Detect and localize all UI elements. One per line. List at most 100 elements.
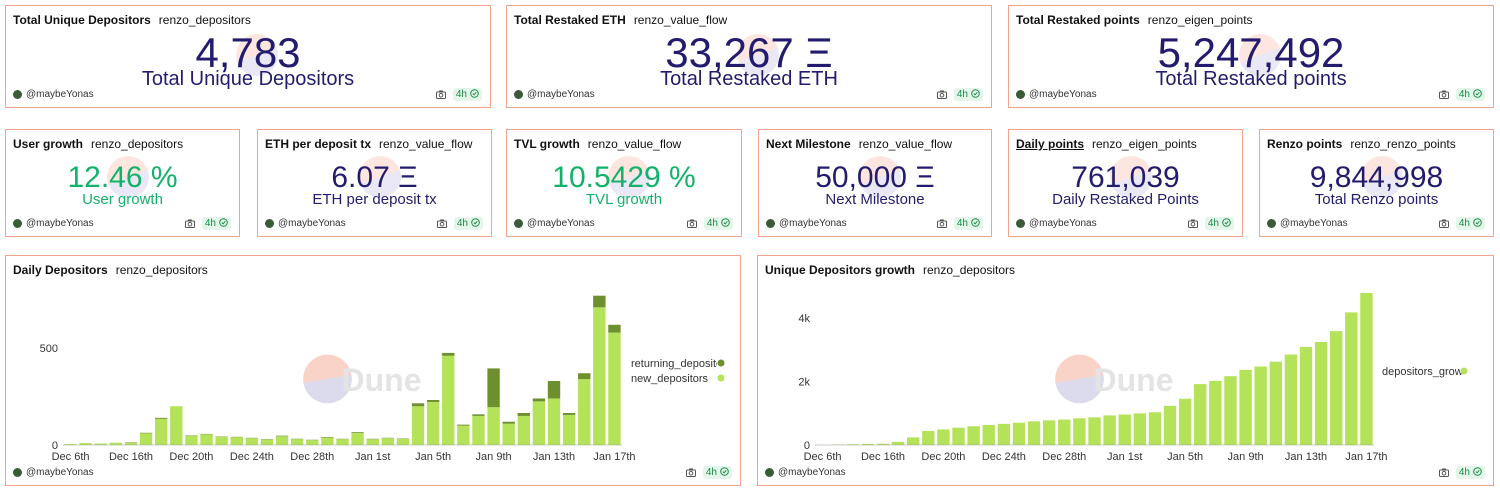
refresh-time: 4h — [956, 89, 968, 100]
widget-title: Total Unique Depositors — [13, 13, 151, 27]
refresh-badge[interactable]: 4h — [1455, 88, 1485, 101]
legend-label[interactable]: returning_depositors — [631, 358, 732, 370]
counter-widget: Total Restaked ETH renzo_value_flow 33,267… — [506, 5, 992, 108]
refresh-badge[interactable]: 4h — [953, 88, 983, 101]
legend-label[interactable]: depositors_growth — [1382, 366, 1472, 378]
counter-label: Next Milestone — [825, 191, 925, 208]
x-tick-label: Dec 28th — [1042, 451, 1086, 463]
bar — [1088, 417, 1101, 445]
y-tick-label: 4k — [798, 313, 810, 325]
widget-footer: @maybeYonas 4h — [514, 217, 733, 231]
counter-value: 5,247,492 — [1157, 29, 1345, 76]
screenshot-icon[interactable] — [436, 90, 446, 99]
bar — [1194, 384, 1207, 445]
legend-label[interactable]: new_depositors — [631, 373, 709, 385]
bar — [1330, 331, 1343, 445]
bar — [1178, 398, 1192, 445]
bar — [94, 443, 107, 445]
watermark — [608, 156, 650, 198]
watermark-text: Dune — [1094, 362, 1174, 398]
refresh-time: 4h — [706, 218, 718, 229]
counter-value: 6.07 Ξ — [331, 161, 418, 194]
widget-footer: @maybeYonas 4h — [1267, 217, 1485, 231]
screenshot-icon[interactable] — [1439, 468, 1449, 477]
chart-title: Daily Depositors — [13, 263, 108, 277]
author-avatar — [265, 219, 274, 228]
bar — [1314, 341, 1328, 445]
chart: Dune 0 2k 4k Dec 6th Dec 16th Dec 20th Dec 24th… — [798, 292, 1472, 463]
author-avatar — [514, 219, 523, 228]
screenshot-icon[interactable] — [1439, 90, 1449, 99]
bar — [502, 423, 515, 445]
widget-title[interactable]: Daily points — [1016, 137, 1085, 151]
screenshot-icon[interactable] — [686, 468, 696, 477]
refresh-badge[interactable]: 4h — [1455, 466, 1485, 479]
refresh-badge[interactable]: 4h — [702, 466, 732, 479]
x-tick-label: Dec 6th — [804, 451, 842, 463]
screenshot-icon[interactable] — [937, 219, 947, 228]
check-icon — [219, 218, 228, 227]
screenshot-icon[interactable] — [1188, 219, 1198, 228]
screenshot-icon[interactable] — [185, 219, 195, 228]
refresh-badge[interactable]: 4h — [201, 217, 231, 230]
screenshot-icon[interactable] — [687, 219, 697, 228]
watermark — [859, 156, 901, 198]
widget-footer: @maybeYonas 4h — [514, 88, 983, 102]
author-name: @maybeYonas — [779, 218, 847, 229]
refresh-badge[interactable]: 4h — [1455, 217, 1485, 230]
bar — [245, 438, 259, 445]
refresh-badge[interactable]: 4h — [953, 217, 983, 230]
bar — [442, 352, 455, 356]
bar — [1148, 412, 1162, 445]
bar — [1042, 420, 1056, 445]
query-name: renzo_depositors — [115, 263, 208, 277]
check-icon — [721, 218, 730, 227]
refresh-badge[interactable]: 4h — [452, 88, 482, 101]
check-icon — [971, 89, 980, 98]
bar — [1345, 312, 1358, 445]
bar — [411, 406, 425, 445]
author-avatar — [13, 90, 22, 99]
bar — [321, 437, 334, 438]
counter-value: 761,039 — [1071, 161, 1180, 194]
watermark-text: Dune — [342, 362, 422, 398]
chart: Dune 0 500 Dec 6th Dec 16th Dec 20th Dec 24th D… — [40, 295, 732, 463]
widget-header: Total Restaked ETH renzo_value_flow — [514, 13, 727, 27]
widget-title: TVL growth — [514, 137, 580, 151]
bar — [1133, 413, 1147, 445]
counter-widget: Renzo points renzo_renzo_points 9,844,998 T… — [1259, 129, 1494, 237]
watermark — [1239, 34, 1281, 76]
author-name: @maybeYonas — [26, 89, 94, 100]
x-tick-label: Dec 24th — [230, 451, 274, 463]
bar — [1299, 346, 1313, 445]
legend-marker — [717, 374, 725, 382]
screenshot-icon[interactable] — [437, 219, 447, 228]
screenshot-icon[interactable] — [1439, 219, 1449, 228]
widget-footer: @maybeYonas 4h — [765, 466, 1485, 480]
bar — [472, 415, 485, 445]
bar — [997, 423, 1011, 445]
bar — [1239, 369, 1252, 445]
x-tick-label: Jan 13th — [533, 451, 575, 463]
refresh-badge[interactable]: 4h — [1204, 217, 1234, 230]
chart-widget: Unique Depositors growth renzo_depositors… — [757, 255, 1494, 486]
x-tick-label: Jan 13th — [1285, 451, 1327, 463]
watermark — [358, 156, 401, 198]
counter-widget: Daily points renzo_eigen_points 761,039 Dai… — [1008, 129, 1243, 237]
watermark — [1360, 156, 1403, 198]
query-name: renzo_value_flow — [587, 137, 682, 151]
bar — [1254, 366, 1267, 445]
bar — [861, 443, 875, 445]
screenshot-icon[interactable] — [937, 90, 947, 99]
bar — [170, 406, 183, 445]
refresh-time: 4h — [956, 218, 968, 229]
refresh-badge[interactable]: 4h — [453, 217, 483, 230]
x-tick-label: Dec 6th — [52, 451, 90, 463]
query-name: renzo_value_flow — [379, 137, 473, 151]
y-tick-label: 500 — [40, 343, 58, 355]
widget-title: Total Restaked ETH — [514, 13, 626, 27]
refresh-time: 4h — [455, 89, 467, 100]
refresh-badge[interactable]: 4h — [703, 217, 733, 230]
bar — [139, 432, 153, 434]
author-name: @maybeYonas — [1029, 218, 1097, 229]
